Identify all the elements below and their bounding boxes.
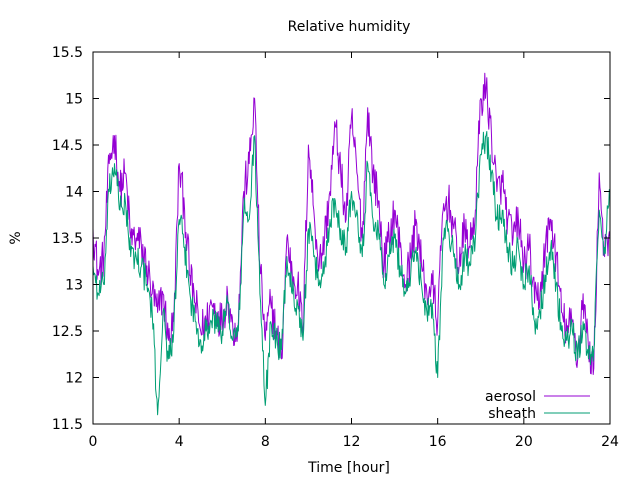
y-tick-label: 13.5 — [52, 231, 83, 247]
chart-title: Relative humidity — [288, 19, 411, 35]
x-axis-label: Time [hour] — [307, 460, 390, 476]
legend-label-sheath: sheath — [488, 406, 536, 422]
x-tick-label: 20 — [515, 434, 533, 450]
legend: aerosol sheath — [485, 389, 590, 422]
x-tick-label: 16 — [429, 434, 447, 450]
series-line-aerosol — [92, 72, 611, 375]
plot-frame — [92, 51, 611, 425]
x-tick-label: 4 — [175, 434, 184, 450]
y-axis-label: % — [8, 231, 24, 244]
series-line-sheath — [92, 131, 611, 416]
y-tick-label: 14.5 — [52, 138, 83, 154]
y-tick-label: 15.5 — [52, 45, 83, 61]
legend-label-aerosol: aerosol — [485, 389, 536, 405]
x-tick-label: 12 — [343, 434, 361, 450]
y-tick-label: 11.5 — [52, 417, 83, 433]
y-tick-label: 12 — [65, 371, 83, 387]
y-tick-label: 12.5 — [52, 324, 83, 340]
x-tick-label: 8 — [261, 434, 270, 450]
y-tick-label: 15 — [65, 92, 83, 108]
x-tick-label: 24 — [601, 434, 619, 450]
ticks-layer: 0 4 8 12 16 20 24 11.5 12 12.5 13 13.5 14 14.5 15 15.5 — [52, 45, 619, 450]
y-tick-label: 13 — [65, 278, 83, 294]
y-tick-label: 14 — [65, 185, 83, 201]
series-layer — [92, 72, 611, 416]
x-tick-label: 0 — [89, 434, 98, 450]
